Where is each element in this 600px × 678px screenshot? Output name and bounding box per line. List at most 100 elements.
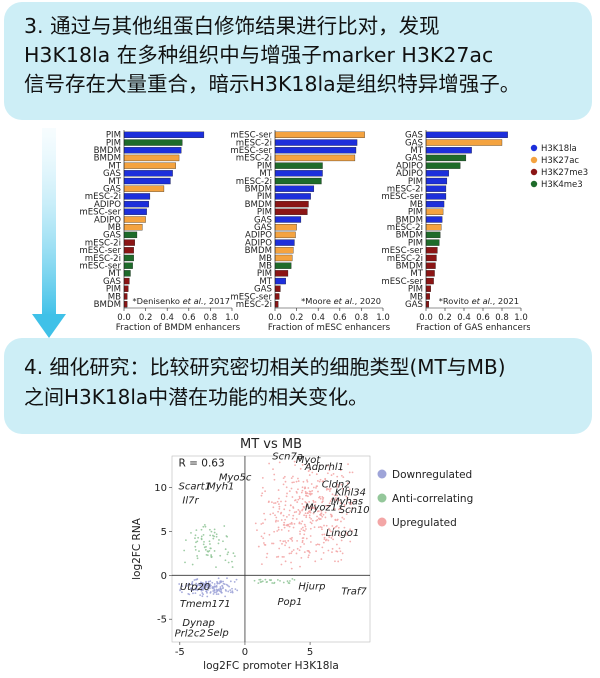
data-point — [322, 480, 324, 483]
data-point — [215, 533, 218, 536]
data-point — [331, 547, 334, 550]
data-point — [323, 536, 326, 539]
data-point — [298, 513, 301, 516]
bar — [425, 162, 461, 169]
data-point — [220, 591, 223, 594]
data-point — [202, 533, 205, 536]
data-point — [307, 495, 309, 498]
data-point — [189, 587, 192, 590]
data-point — [236, 589, 239, 592]
bar — [425, 216, 443, 223]
data-point — [219, 554, 222, 557]
legend-label: H3K27ac — [541, 156, 579, 166]
data-point — [194, 587, 197, 590]
data-point — [309, 506, 312, 509]
gene-label: Scart1 — [179, 481, 211, 492]
data-point — [205, 545, 207, 548]
data-point — [292, 549, 295, 551]
data-point — [205, 583, 207, 586]
data-point — [201, 595, 204, 598]
step4-text: 4. 细化研究：比较研究密切相关的细胞类型(MT与MB) 之间H3K18la中潜… — [24, 352, 580, 412]
data-point — [292, 475, 294, 478]
data-point — [195, 529, 198, 532]
data-point — [207, 582, 210, 585]
data-point — [227, 551, 230, 554]
data-point — [314, 560, 317, 563]
data-point — [303, 514, 306, 517]
data-point — [203, 585, 206, 588]
tissue-label: GAS — [405, 154, 423, 164]
data-point — [203, 523, 206, 526]
bar — [123, 231, 138, 239]
bar — [123, 162, 176, 169]
data-point — [294, 499, 296, 502]
legend-swatch — [530, 144, 538, 152]
x-tick-label: 0.8 — [355, 313, 369, 323]
data-point — [268, 533, 271, 536]
data-point — [254, 522, 257, 525]
data-point — [209, 583, 211, 586]
data-point — [342, 476, 345, 479]
data-point — [303, 533, 306, 536]
data-point — [309, 492, 312, 495]
data-point — [269, 513, 272, 516]
data-point — [339, 502, 342, 505]
data-point — [319, 518, 322, 520]
legend-swatch — [530, 156, 538, 164]
data-point — [185, 585, 188, 587]
tissue-label: ADIPO — [94, 215, 121, 225]
bar — [274, 154, 356, 162]
data-point — [330, 474, 333, 477]
data-point — [278, 507, 281, 510]
data-point — [291, 540, 294, 542]
data-point — [313, 526, 316, 529]
data-point — [292, 514, 295, 517]
data-point — [336, 486, 339, 488]
data-point — [287, 539, 290, 542]
citation-etal: et al. — [183, 296, 204, 306]
data-point — [213, 583, 216, 585]
data-point — [334, 498, 337, 501]
data-point — [324, 504, 327, 507]
bar — [123, 170, 173, 177]
tissue-label: GAS — [103, 231, 121, 241]
data-point — [278, 547, 281, 550]
data-point — [304, 487, 307, 490]
data-point — [192, 592, 194, 595]
data-point — [224, 548, 227, 551]
data-point — [228, 585, 231, 588]
bar — [123, 301, 128, 308]
data-point — [179, 589, 181, 592]
bar — [123, 177, 171, 185]
data-point — [321, 500, 324, 503]
data-point — [335, 525, 338, 527]
data-point — [279, 579, 281, 582]
data-point — [351, 471, 354, 474]
tissue-label: ADIPO — [396, 161, 423, 171]
scatter-legend-swatch — [377, 469, 387, 479]
bar — [123, 154, 180, 162]
x-axis-label: Fraction of mESC enhancers — [268, 323, 391, 333]
citation-author: *Denisenko — [132, 296, 182, 306]
data-point — [316, 519, 319, 521]
data-point — [284, 544, 286, 547]
bar-chart-mesc: mESC-sermESC-2imESC-sermESC-2iPIMMTmESC-… — [230, 130, 391, 333]
legend-label: H3K4me3 — [541, 180, 583, 190]
data-point — [348, 471, 351, 474]
data-point — [288, 490, 291, 493]
data-point — [351, 506, 354, 509]
tissue-label: MT — [108, 269, 121, 279]
data-point — [221, 585, 224, 588]
tissue-label: MB — [410, 200, 423, 210]
data-point — [234, 588, 237, 591]
data-point — [190, 589, 193, 592]
data-point — [301, 486, 304, 489]
gene-label: Dynap — [182, 618, 214, 629]
tissue-label: BMDM — [396, 231, 423, 241]
data-point — [282, 514, 285, 517]
data-point — [276, 530, 279, 532]
data-point — [289, 504, 292, 507]
tissue-label: MB — [108, 292, 121, 302]
data-point — [308, 550, 310, 553]
data-point — [290, 477, 293, 480]
